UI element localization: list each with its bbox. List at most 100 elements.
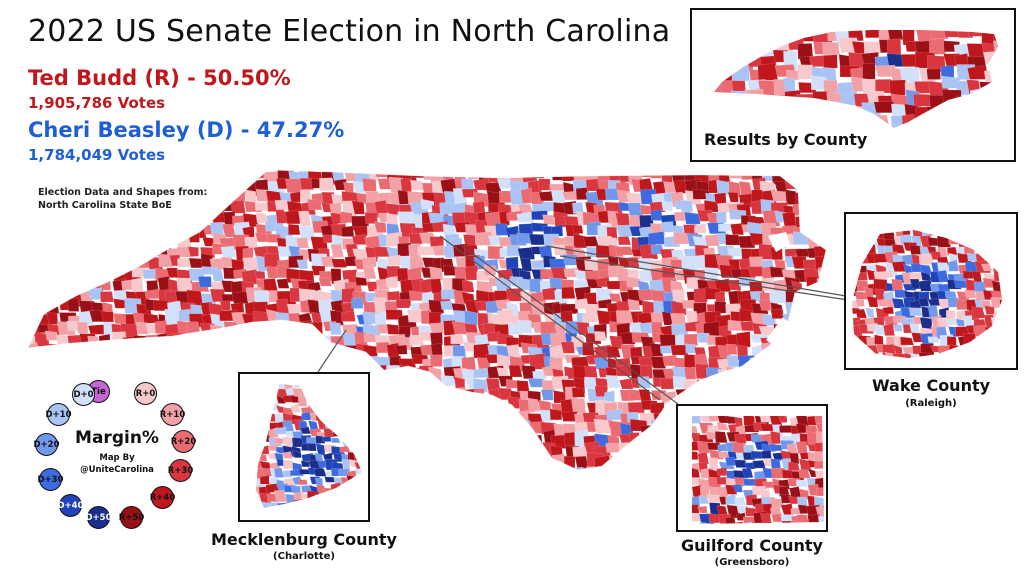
precinct-region bbox=[375, 390, 393, 402]
precinct-region bbox=[450, 409, 466, 421]
mecklenburg-precinct-region bbox=[282, 451, 293, 459]
mecklenburg-precinct-region bbox=[331, 498, 342, 508]
guilford-precinct-region bbox=[795, 441, 808, 454]
precinct-region bbox=[56, 287, 74, 301]
wake-precinct-region bbox=[910, 362, 922, 370]
precinct-region bbox=[813, 202, 826, 218]
precinct-region bbox=[410, 446, 425, 459]
wake-precinct-region bbox=[981, 263, 993, 272]
precinct-region bbox=[59, 367, 78, 384]
precinct-region bbox=[166, 376, 179, 389]
precinct-region bbox=[760, 341, 775, 356]
precinct-region bbox=[725, 343, 738, 355]
wake-precinct-region bbox=[957, 363, 967, 372]
guilford-precinct-region bbox=[818, 515, 824, 524]
precinct-region bbox=[164, 180, 181, 190]
precinct-region bbox=[814, 391, 826, 406]
county-region bbox=[887, 30, 904, 40]
wake-precinct-region bbox=[973, 362, 983, 370]
precinct-region bbox=[296, 237, 310, 249]
precinct-region bbox=[661, 201, 673, 211]
mecklenburg-precinct-region bbox=[346, 501, 358, 508]
county-region bbox=[722, 103, 741, 116]
precinct-region bbox=[299, 178, 314, 190]
precinct-region bbox=[78, 352, 94, 366]
mecklenburg-precinct-region bbox=[330, 492, 345, 500]
wake-inset-label: Wake County bbox=[871, 376, 991, 395]
mecklenburg-precinct-region bbox=[321, 414, 333, 423]
precinct-region bbox=[80, 226, 95, 238]
precinct-region bbox=[827, 214, 837, 228]
precinct-region bbox=[430, 354, 443, 367]
wake-precinct-region bbox=[972, 234, 986, 244]
wake-precinct-region bbox=[966, 238, 978, 248]
wake-precinct-region bbox=[1003, 308, 1015, 316]
precinct-region bbox=[278, 344, 296, 355]
precinct-region bbox=[824, 170, 826, 185]
precinct-region bbox=[256, 354, 274, 368]
precinct-region bbox=[487, 429, 504, 443]
precinct-region bbox=[220, 245, 237, 258]
precinct-region bbox=[750, 389, 765, 402]
precinct-region bbox=[496, 177, 511, 189]
mecklenburg-precinct-region bbox=[354, 442, 362, 454]
mecklenburg-precinct-region bbox=[354, 491, 362, 499]
precinct-region bbox=[796, 365, 809, 380]
county-region bbox=[889, 79, 908, 96]
guilford-precinct-region bbox=[741, 467, 754, 478]
precinct-region bbox=[362, 311, 378, 325]
precinct-region bbox=[136, 353, 154, 367]
guilford-precinct-region bbox=[734, 477, 745, 487]
precinct-region bbox=[641, 300, 656, 314]
mecklenburg-precinct-region bbox=[341, 486, 354, 493]
precinct-region bbox=[112, 243, 128, 255]
precinct-region bbox=[99, 211, 114, 227]
guilford-precinct-region bbox=[744, 462, 756, 470]
precinct-region bbox=[79, 243, 96, 255]
precinct-region bbox=[375, 419, 392, 434]
precinct-region bbox=[197, 210, 215, 221]
precinct-region bbox=[158, 212, 171, 226]
legend-item-r-plus-50: R+50 bbox=[119, 506, 144, 529]
precinct-region bbox=[440, 375, 455, 387]
precinct-region bbox=[384, 446, 399, 455]
precinct-region bbox=[475, 231, 494, 246]
precinct-region bbox=[191, 390, 209, 402]
precinct-region bbox=[189, 176, 209, 188]
mecklenburg-precinct-region bbox=[340, 406, 350, 413]
precinct-region bbox=[824, 332, 826, 345]
mecklenburg-precinct-region bbox=[297, 395, 308, 407]
mecklenburg-precinct-region bbox=[357, 508, 366, 516]
precinct-region bbox=[307, 198, 323, 211]
precinct-region bbox=[210, 434, 225, 449]
precinct-region bbox=[213, 412, 229, 426]
mecklenburg-precinct-region bbox=[366, 412, 372, 423]
wake-precinct-region bbox=[981, 334, 990, 344]
precinct-region bbox=[758, 355, 774, 367]
guilford-precinct-region bbox=[697, 505, 708, 514]
guilford-precinct-region bbox=[759, 416, 772, 423]
precinct-region bbox=[761, 365, 774, 379]
mecklenburg-precinct-region bbox=[347, 421, 360, 430]
county-region bbox=[746, 30, 767, 43]
mecklenburg-precinct-region bbox=[300, 384, 313, 392]
wake-precinct-region bbox=[985, 234, 997, 246]
precinct-region bbox=[825, 315, 826, 327]
precinct-region bbox=[816, 278, 826, 292]
wake-precinct-region bbox=[877, 361, 892, 372]
precinct-region bbox=[738, 355, 759, 371]
mecklenburg-precinct-region bbox=[339, 445, 351, 453]
precinct-region bbox=[387, 453, 402, 464]
precinct-region bbox=[505, 454, 520, 466]
precinct-region bbox=[739, 181, 753, 197]
guilford-precinct-region bbox=[707, 416, 719, 422]
guilford-precinct-region bbox=[815, 504, 824, 517]
precinct-region bbox=[200, 423, 215, 436]
precinct-region bbox=[497, 170, 510, 180]
credit-line-2: @UniteCarolina bbox=[80, 465, 154, 475]
precinct-region bbox=[133, 228, 148, 239]
source-line-1: Election Data and Shapes from: bbox=[38, 187, 208, 198]
mecklenburg-precinct-region bbox=[330, 384, 344, 390]
county-region bbox=[880, 135, 893, 150]
precinct-region bbox=[517, 246, 535, 260]
